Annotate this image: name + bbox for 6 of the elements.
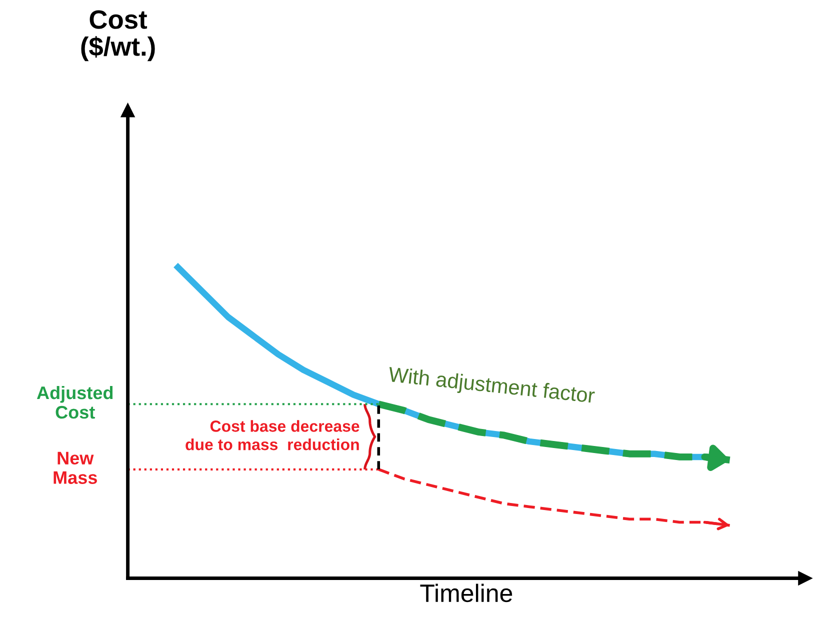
text: Cost ($/wt.) xyxy=(81,10,155,62)
ref-line-label: Adjusted Cost xyxy=(36,386,113,419)
annotation: Cost base decrease due to mass reduction xyxy=(186,420,360,450)
x-axis-title: Timeline xyxy=(420,584,512,602)
ref-line-label: New Mass xyxy=(54,452,97,484)
text: With adjustment factor xyxy=(388,366,596,408)
